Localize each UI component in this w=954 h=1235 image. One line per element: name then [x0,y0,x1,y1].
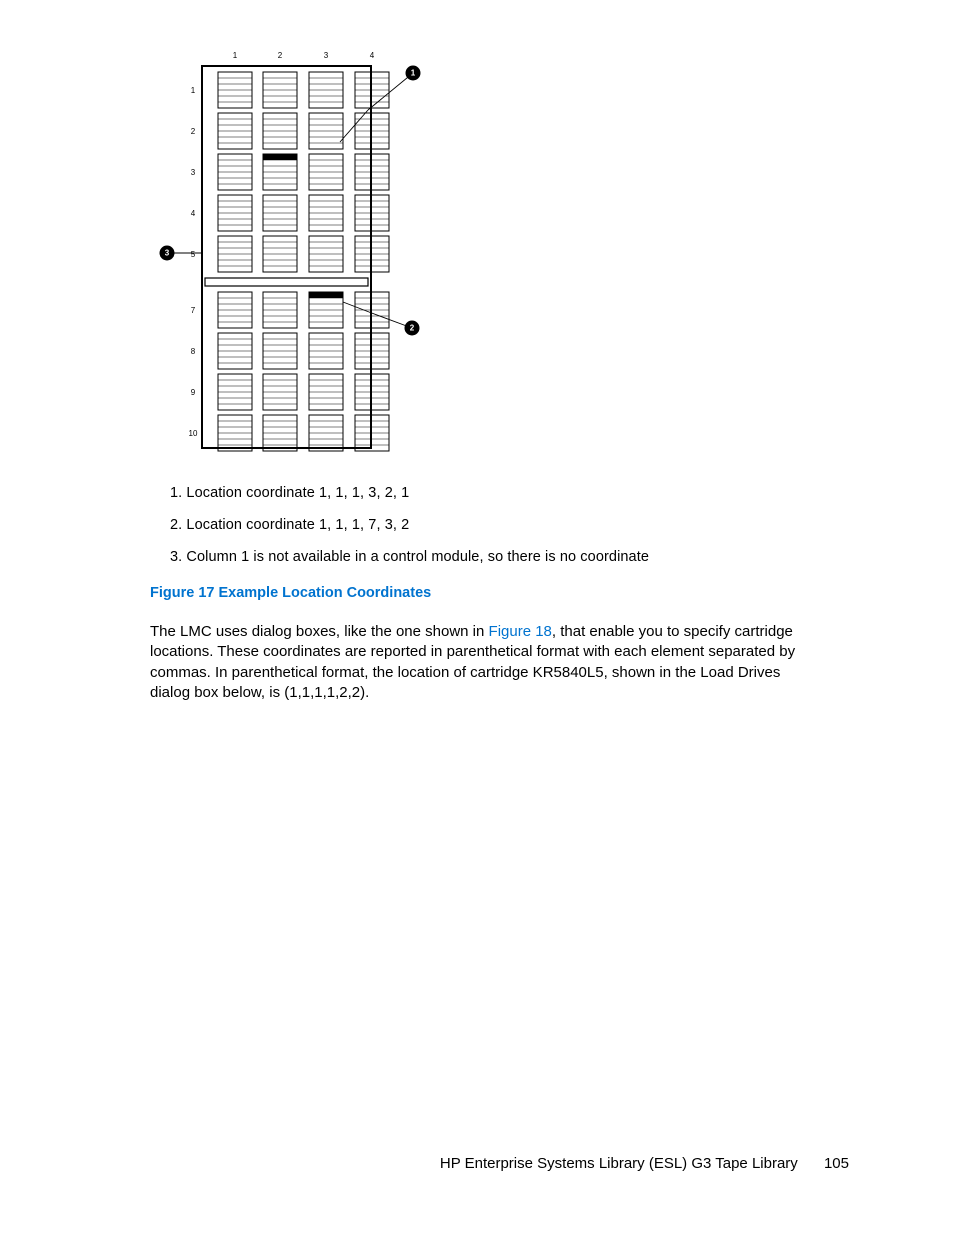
svg-text:2: 2 [278,51,283,60]
diagram-legend: 1. Location coordinate 1, 1, 1, 3, 2, 1 … [170,478,649,574]
svg-text:2: 2 [191,127,196,136]
svg-text:8: 8 [191,347,196,356]
svg-text:7: 7 [191,306,196,315]
svg-text:1: 1 [191,86,196,95]
svg-text:10: 10 [189,429,198,438]
legend-item-3: 3. Column 1 is not available in a contro… [170,542,649,574]
svg-text:3: 3 [191,168,196,177]
svg-text:4: 4 [191,209,196,218]
svg-text:9: 9 [191,388,196,397]
page-number: 105 [824,1155,849,1172]
footer-text: HP Enterprise Systems Library (ESL) G3 T… [440,1155,798,1172]
figure-18-link[interactable]: Figure 18 [489,623,552,640]
svg-text:2: 2 [410,324,415,333]
legend-item-2: 2. Location coordinate 1, 1, 1, 7, 3, 2 [170,510,649,542]
legend-item-1: 1. Location coordinate 1, 1, 1, 3, 2, 1 [170,478,649,510]
page-105: 1 2 3 4 1 2 3 4 5 7 8 9 10 1 2 3 1. Location coordinate… [0,0,954,1235]
svg-text:1: 1 [411,69,416,78]
svg-text:4: 4 [370,51,375,60]
svg-text:3: 3 [165,249,170,258]
body-part1: The LMC uses dialog boxes, like the one … [150,623,489,640]
body-paragraph: The LMC uses dialog boxes, like the one … [150,622,810,703]
figure-caption: Figure 17 Example Location Coordinates [150,585,431,601]
page-footer: HP Enterprise Systems Library (ESL) G3 T… [440,1155,849,1172]
location-diagram: 1 2 3 4 1 2 3 4 5 7 8 9 10 1 2 3 [155,48,425,458]
svg-text:1: 1 [233,51,238,60]
svg-text:3: 3 [324,51,329,60]
svg-text:5: 5 [191,250,196,259]
